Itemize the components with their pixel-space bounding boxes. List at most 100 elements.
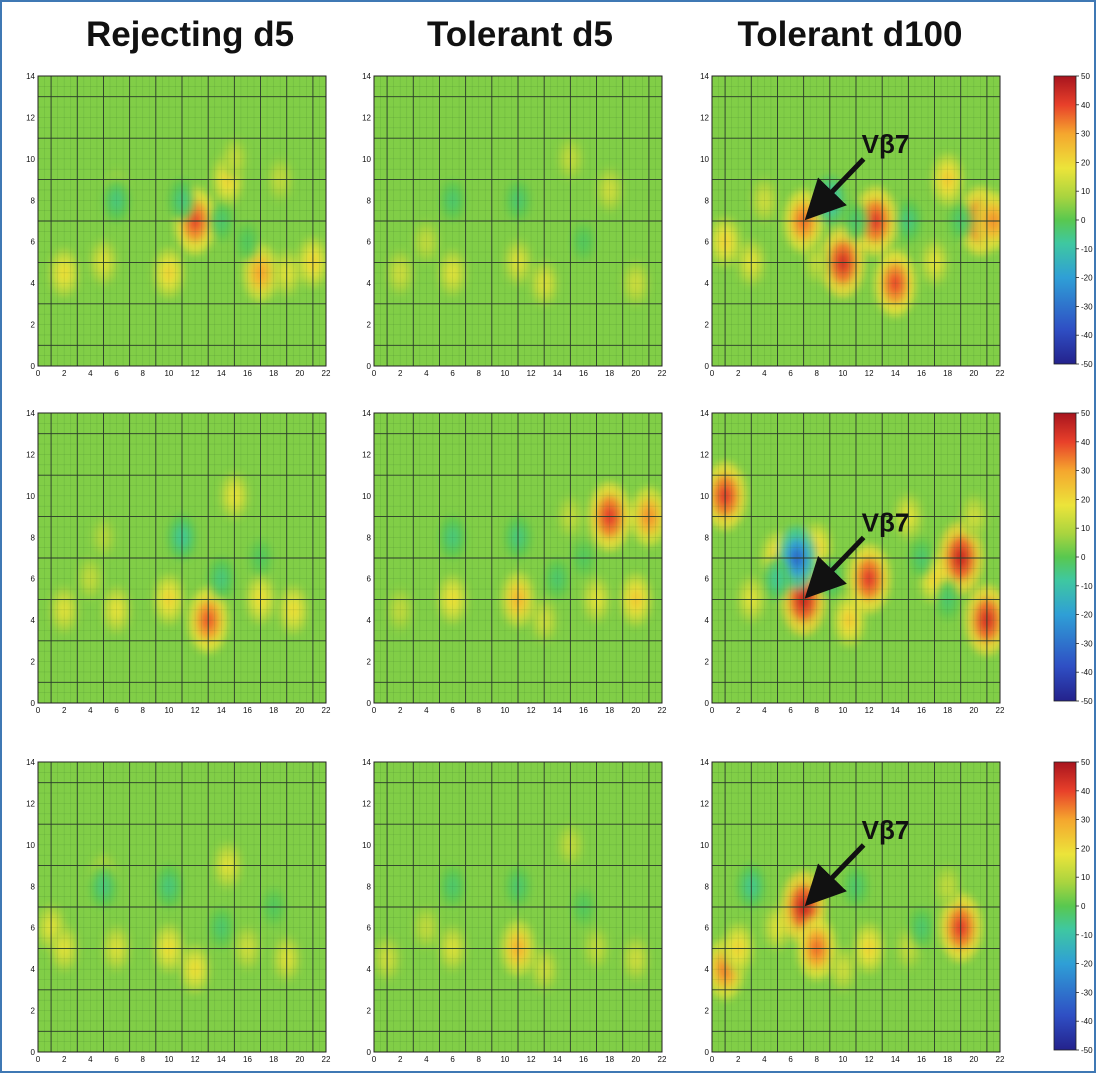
x-tick-label: 14	[891, 706, 900, 715]
heatmap-panel: 0 2 4 6 8 10 12 14 16 18 20 22 0 2 4 6 8 10 12 14	[26, 72, 331, 378]
colorbar-tick-label: 40	[1081, 438, 1090, 447]
x-tick-label: 22	[996, 1055, 1005, 1064]
y-tick-label: 12	[26, 450, 35, 459]
x-tick-label: 18	[943, 1055, 952, 1064]
x-tick-label: 12	[191, 706, 200, 715]
y-tick-label: 8	[31, 533, 36, 542]
x-tick-label: 20	[969, 706, 978, 715]
y-tick-label: 4	[705, 279, 710, 288]
heatmap-hotspot-core	[448, 193, 457, 207]
y-tick-label: 14	[26, 72, 35, 81]
plot-border	[37, 75, 327, 367]
x-tick-label: 16	[579, 369, 588, 378]
x-tick-label: 10	[838, 369, 847, 378]
x-tick-label: 2	[62, 369, 67, 378]
plot-border	[37, 412, 327, 704]
x-tick-label: 2	[736, 706, 741, 715]
x-tick-label: 14	[891, 1055, 900, 1064]
y-tick-label: 10	[362, 841, 371, 850]
colorbar-gradient	[1053, 412, 1077, 702]
y-tick-label: 2	[367, 658, 372, 667]
y-tick-label: 0	[705, 1048, 710, 1057]
x-tick-label: 2	[398, 369, 403, 378]
x-tick-label: 0	[372, 1055, 377, 1064]
heatmap-hotspot-core	[288, 602, 298, 618]
heatmap-hotspot-core	[86, 572, 95, 586]
heatmap-panel: 0 2 4 6 8 10 12 14 16 18 20 22 0 2 4 6 8 10 12 14 Vβ7	[700, 758, 1005, 1064]
heatmap-field	[387, 138, 649, 306]
x-tick-label: 8	[815, 1055, 820, 1064]
colorbar-gradient	[1053, 761, 1077, 1051]
plot-border	[373, 75, 663, 367]
x-tick-label: 12	[865, 1055, 874, 1064]
y-tick-label: 8	[705, 196, 710, 205]
y-tick-label: 8	[31, 882, 36, 891]
x-tick-label: 12	[527, 1055, 536, 1064]
plot-border	[711, 75, 1001, 367]
x-tick-label: 20	[969, 369, 978, 378]
x-tick-label: 8	[815, 706, 820, 715]
heatmap-hotspot-core	[217, 572, 226, 586]
x-tick-label: 20	[295, 1055, 304, 1064]
plot-border	[373, 761, 663, 1053]
heatmap-hotspot-core	[422, 921, 431, 935]
major-grid	[374, 762, 662, 1052]
y-tick-label: 0	[31, 362, 36, 371]
heatmap-hotspot-core	[217, 921, 226, 935]
x-tick-label: 16	[917, 706, 926, 715]
heatmap-panel: 0 2 4 6 8 10 12 14 16 18 20 22 0 2 4 6 8 10 12 14	[362, 72, 667, 378]
colorbar-tick-label: 30	[1081, 467, 1090, 476]
x-tick-label: 14	[217, 706, 226, 715]
x-tick-label: 8	[141, 369, 146, 378]
y-tick-label: 2	[31, 1007, 36, 1016]
y-tick-label: 8	[31, 196, 36, 205]
y-tick-label: 0	[367, 362, 372, 371]
y-tick-label: 0	[367, 699, 372, 708]
y-tick-label: 14	[700, 72, 709, 81]
x-tick-label: 2	[62, 1055, 67, 1064]
x-tick-label: 12	[527, 706, 536, 715]
x-tick-label: 6	[788, 369, 793, 378]
column-title-rejecting-d5: Rejecting d5	[85, 15, 295, 54]
x-tick-label: 20	[631, 369, 640, 378]
colorbar-tick-label: 40	[1081, 101, 1090, 110]
heatmap-hotspot-core	[631, 952, 640, 966]
x-tick-label: 4	[762, 706, 767, 715]
y-tick-label: 12	[26, 799, 35, 808]
annotation-label: Vβ7	[862, 507, 910, 537]
y-tick-label: 2	[31, 658, 36, 667]
colorbar-tick-label: 50	[1081, 72, 1090, 81]
x-tick-label: 4	[762, 1055, 767, 1064]
x-tick-label: 22	[658, 1055, 667, 1064]
y-tick-label: 6	[705, 238, 710, 247]
x-tick-label: 16	[579, 1055, 588, 1064]
x-tick-label: 10	[164, 369, 173, 378]
x-tick-label: 20	[631, 706, 640, 715]
y-tick-label: 10	[700, 841, 709, 850]
x-tick-label: 8	[477, 1055, 482, 1064]
colorbar-gradient	[1053, 75, 1077, 365]
x-tick-label: 22	[996, 369, 1005, 378]
y-tick-label: 12	[700, 450, 709, 459]
y-tick-label: 8	[367, 196, 372, 205]
plot-border	[37, 761, 327, 1053]
y-tick-label: 12	[362, 113, 371, 122]
x-tick-label: 12	[191, 1055, 200, 1064]
x-tick-label: 6	[788, 706, 793, 715]
heatmap-hotspot-core	[605, 183, 614, 197]
y-tick-label: 12	[700, 799, 709, 808]
heatmap-hotspot-core	[190, 961, 200, 977]
y-tick-label: 2	[367, 1007, 372, 1016]
colorbar-tick-label: -10	[1081, 245, 1093, 254]
major-grid	[712, 413, 1000, 703]
x-tick-label: 10	[500, 1055, 509, 1064]
x-tick-label: 20	[969, 1055, 978, 1064]
y-tick-label: 2	[705, 321, 710, 330]
major-grid	[38, 76, 326, 366]
x-tick-label: 4	[762, 369, 767, 378]
major-grid	[712, 76, 1000, 366]
y-tick-label: 12	[362, 450, 371, 459]
x-tick-label: 12	[865, 706, 874, 715]
colorbar-tick-label: 30	[1081, 130, 1090, 139]
x-tick-label: 8	[477, 369, 482, 378]
